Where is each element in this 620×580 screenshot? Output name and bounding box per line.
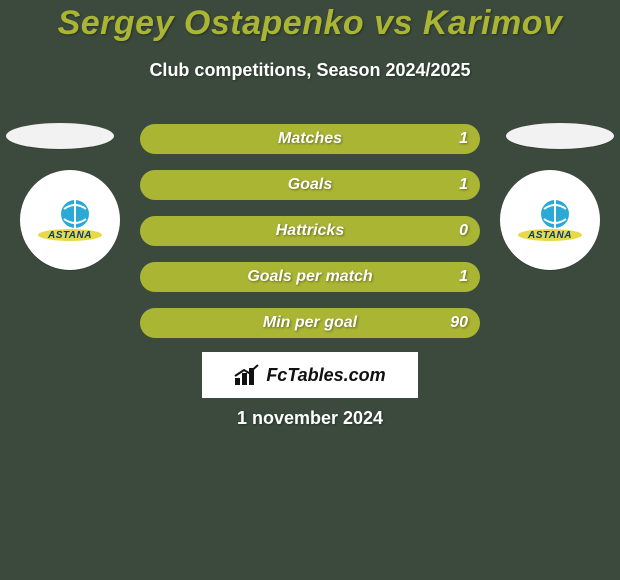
comparison-row: Matches1 <box>140 124 480 154</box>
brand-bars-icon <box>234 364 260 386</box>
comparison-row: Goals per match1 <box>140 262 480 292</box>
player-left-avatar <box>6 123 114 149</box>
comparison-row: Min per goal90 <box>140 308 480 338</box>
comparison-row: Hattricks0 <box>140 216 480 246</box>
bar-left <box>140 170 480 200</box>
club-badge-left: ASTANA <box>20 170 120 270</box>
page-title: Sergey Ostapenko vs Karimov <box>0 4 620 43</box>
bar-left <box>140 308 480 338</box>
player-right-avatar <box>506 123 614 149</box>
date-text: 1 november 2024 <box>0 408 620 429</box>
club-name-right: ASTANA <box>520 230 580 241</box>
bar-left <box>140 216 480 246</box>
page-subtitle: Club competitions, Season 2024/2025 <box>0 60 620 81</box>
infographic-canvas: Sergey Ostapenko vs Karimov Club competi… <box>0 0 620 580</box>
comparison-bars: Matches1 Goals1 Hattricks0 Goals per match1… <box>140 124 480 354</box>
comparison-row: Goals1 <box>140 170 480 200</box>
brand-text: FcTables.com <box>266 365 385 386</box>
bar-left <box>140 124 480 154</box>
brand-box: FcTables.com <box>202 352 418 398</box>
club-name-left: ASTANA <box>40 230 100 241</box>
club-badge-right: ASTANA <box>500 170 600 270</box>
bar-left <box>140 262 480 292</box>
